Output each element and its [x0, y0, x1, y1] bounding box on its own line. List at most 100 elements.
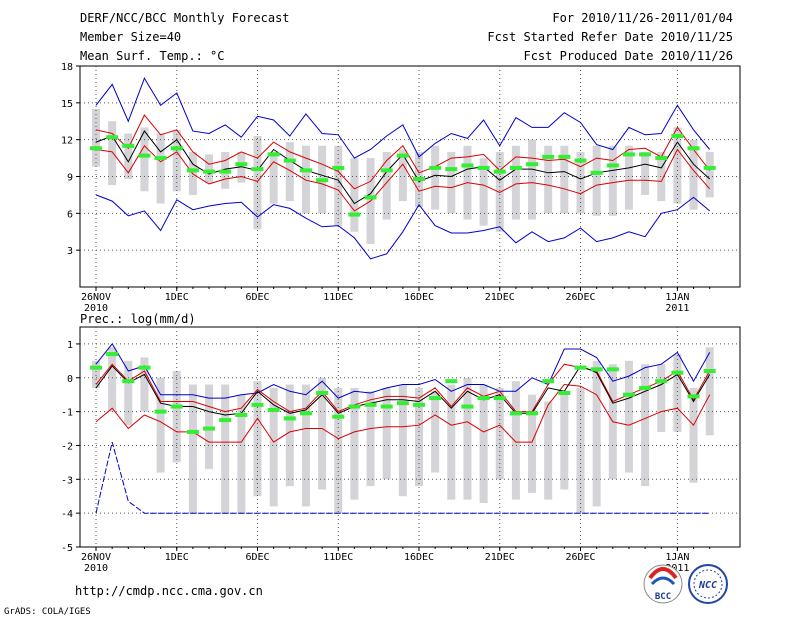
temp-range-box [673, 127, 682, 204]
temp-range-box [560, 145, 569, 214]
prec-range-box [528, 394, 537, 493]
temp-range-box [447, 151, 456, 214]
prec-median-marker [477, 396, 490, 401]
temp-median-marker [332, 165, 345, 170]
prec-median-marker [170, 404, 183, 409]
temp-range-box [205, 154, 214, 183]
prec-median-marker [138, 365, 151, 370]
prec-xtick-label: 11DEC [323, 552, 353, 563]
prec-median-marker [299, 411, 312, 416]
prec-median-marker [219, 418, 232, 423]
panel1-label: Mean Surf. Temp.: °C [80, 49, 225, 63]
temp-lower-line [95, 144, 711, 212]
prec-range-box [624, 360, 633, 473]
prec-range-box [689, 387, 698, 483]
prec-range-box [285, 384, 294, 487]
prec-range-box [172, 371, 181, 463]
prec-median-marker [445, 379, 458, 384]
prec-range-box [495, 387, 504, 480]
bcc-logo-text: BCC [655, 592, 671, 602]
prec-ytick-label: 1 [67, 340, 73, 351]
temp-median-marker [106, 135, 119, 140]
temp-range-box [334, 145, 343, 226]
temp-range-box [705, 151, 714, 198]
ncc-logo-text: NCC [698, 580, 717, 591]
prec-range-box [366, 391, 375, 487]
prec-median-marker [542, 379, 555, 384]
temp-range-box [140, 127, 149, 192]
temp-range-box [608, 145, 617, 216]
prec-median-marker [429, 396, 442, 401]
temp-range-box [237, 151, 246, 183]
temp-ytick-label: 9 [67, 173, 73, 184]
temp-median-marker [461, 163, 474, 168]
temp-range-box [350, 158, 359, 232]
temp-range-box [689, 139, 698, 210]
prec-range-box [140, 357, 149, 412]
temp-xtick-label: 26DEC [565, 292, 595, 303]
prec-median-marker [203, 426, 216, 431]
temp-xtick-label: 26NOV [81, 292, 111, 303]
prec-lower-line [95, 383, 711, 443]
prec-range-box [108, 347, 117, 412]
prec-ytick-label: -4 [61, 509, 73, 520]
temp-upper-line [95, 114, 711, 190]
prec-range-box [511, 381, 520, 500]
member-size: Member Size=40 [80, 30, 181, 44]
prec-range-box [463, 377, 472, 500]
prec-median-marker [90, 365, 102, 370]
temp-max-line [95, 77, 711, 159]
temp-range-box [124, 133, 133, 179]
bcc-logo: BCC [643, 564, 683, 604]
temp-range-box [641, 151, 650, 195]
prec-median-marker [461, 404, 474, 409]
temp-median-marker [526, 162, 539, 167]
prec-mean-line [95, 365, 711, 416]
prec-max-line [95, 343, 711, 399]
prec-median-marker [558, 391, 571, 395]
prec-range-box [431, 391, 440, 473]
temp-min-line [95, 194, 711, 260]
temp-median-marker [235, 162, 248, 167]
prec-range-box [576, 387, 585, 514]
forecast-period: For 2010/11/26-2011/01/04 [552, 11, 733, 25]
prec-median-marker [122, 379, 135, 384]
temp-ytick-label: 3 [67, 246, 73, 257]
temp-median-marker [606, 163, 619, 168]
prec-median-marker [493, 396, 506, 401]
temp-median-marker [283, 158, 296, 163]
prec-range-box [592, 360, 601, 507]
prec-ytick-label: -2 [61, 441, 73, 452]
prec-xtick-label: 6DEC [245, 552, 269, 563]
temp-ytick-label: 18 [61, 62, 73, 73]
prec-range-box [221, 384, 230, 514]
temp-median-marker [138, 153, 151, 158]
prec-range-box [705, 347, 714, 436]
temp-median-marker [493, 169, 506, 174]
prec-median-marker [186, 429, 199, 434]
prec-median-marker [235, 413, 248, 417]
prec-range-box [479, 384, 488, 503]
temp-median-marker [122, 143, 135, 148]
prec-range-box [301, 384, 310, 507]
prec-range-box [657, 364, 666, 432]
temp-xtick-label: 1JAN [665, 292, 689, 303]
temp-xtick-label: 6DEC [245, 292, 269, 303]
prec-range-box [318, 377, 327, 490]
prec-range-box [269, 387, 278, 507]
prec-range-box [415, 387, 423, 487]
prec-xtick-label: 16DEC [404, 552, 434, 563]
temp-median-marker [542, 154, 555, 159]
prec-xtick-year: 2010 [84, 563, 108, 574]
temp-median-marker [671, 133, 684, 138]
prec-xtick-label: 26NOV [81, 552, 111, 563]
temp-range-box [108, 121, 117, 186]
temp-median-marker [299, 168, 312, 173]
temp-median-marker [154, 156, 167, 161]
prec-median-marker [348, 404, 361, 409]
panel2-label: Prec.: log(mm/d) [80, 312, 196, 326]
temp-range-box [172, 129, 181, 192]
